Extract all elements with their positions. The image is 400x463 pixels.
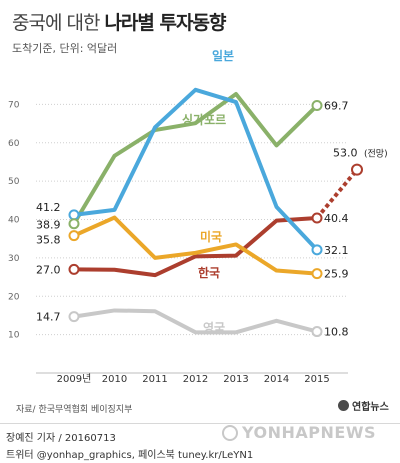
series-start-point [68,230,80,242]
x-tick-label: 2014 [264,374,289,385]
x-tick-label: 2013 [223,374,248,385]
series-name-label: 미국 [200,229,222,244]
series-end-label: 32.1 [324,244,349,257]
series-line [72,92,319,226]
series-end-label: 25.9 [324,268,349,281]
series-start-point [68,209,80,221]
series-start-point [68,311,80,323]
agency-logo-icon [338,400,349,411]
title-part-1: 중국에 대한 [12,12,100,34]
x-tick-label: 2015 [304,374,329,385]
agency-name: 연합뉴스 [352,402,389,413]
y-tick-label: 70 [8,100,20,110]
series-start-label: 41.2 [36,201,61,214]
series-name-label: 한국 [198,265,220,280]
agency-logo: 연합뉴스 [338,398,389,413]
footer-divider [0,423,400,424]
watermark: YONHAPNEWS [222,423,376,442]
series-start-point [68,218,80,230]
y-tick-label: 30 [8,254,20,264]
forecast-value-label: 53.0 [333,147,358,160]
y-tick-label: 60 [8,139,20,149]
series-end-point [311,244,323,256]
series-end-label: 40.4 [324,212,349,225]
y-tick-label: 20 [8,292,20,302]
series-end-point [311,100,323,112]
y-tick-label: 40 [8,216,20,226]
forecast-point [351,163,363,176]
series-end-point [311,326,323,338]
series-start-label: 35.8 [36,234,61,247]
series-end-point [311,212,323,224]
forecast-line [315,168,359,220]
series-start-label: 38.9 [36,219,61,232]
y-tick-label: 50 [8,177,20,187]
series-line [72,215,319,278]
source-note: 자료/ 한국무역협회 베이징지부 [16,405,133,415]
byline: 장예진 기자 / 20160713 [6,433,116,444]
series-start-label: 27.0 [36,263,61,276]
series-end-label: 10.8 [324,326,349,339]
series-name-label: 싱가포르 [182,112,226,127]
series-end-label: 69.7 [324,100,349,113]
series-start-point [68,263,80,275]
series-name-label: 영국 [203,320,225,335]
x-tick-label: 2012 [183,374,208,385]
y-tick-label: 10 [8,331,20,341]
series-line [72,87,319,252]
series-line [72,215,319,276]
social-credits: 트위터 @yonhap_graphics, 페이스북 tuney.kr/LeYN… [6,450,254,461]
series-name-label: 일본 [212,49,234,63]
series-end-point [311,268,323,280]
title-part-2: 나라별 투자동향 [104,12,226,34]
chart-subtitle: 도착기준, 단위: 억달러 [12,42,118,55]
series-start-label: 14.7 [36,311,61,324]
forecast-note: (전망) [364,149,388,160]
series-line [72,308,319,335]
watermark-icon [222,424,238,441]
watermark-text: YONHAPNEWS [242,423,376,442]
x-tick-label: 2010 [102,374,127,385]
x-tick-label: 2011 [142,374,167,385]
page-title: 중국에 대한 나라별 투자동향 [12,8,226,35]
x-tick-label: 2009년 [57,373,92,385]
